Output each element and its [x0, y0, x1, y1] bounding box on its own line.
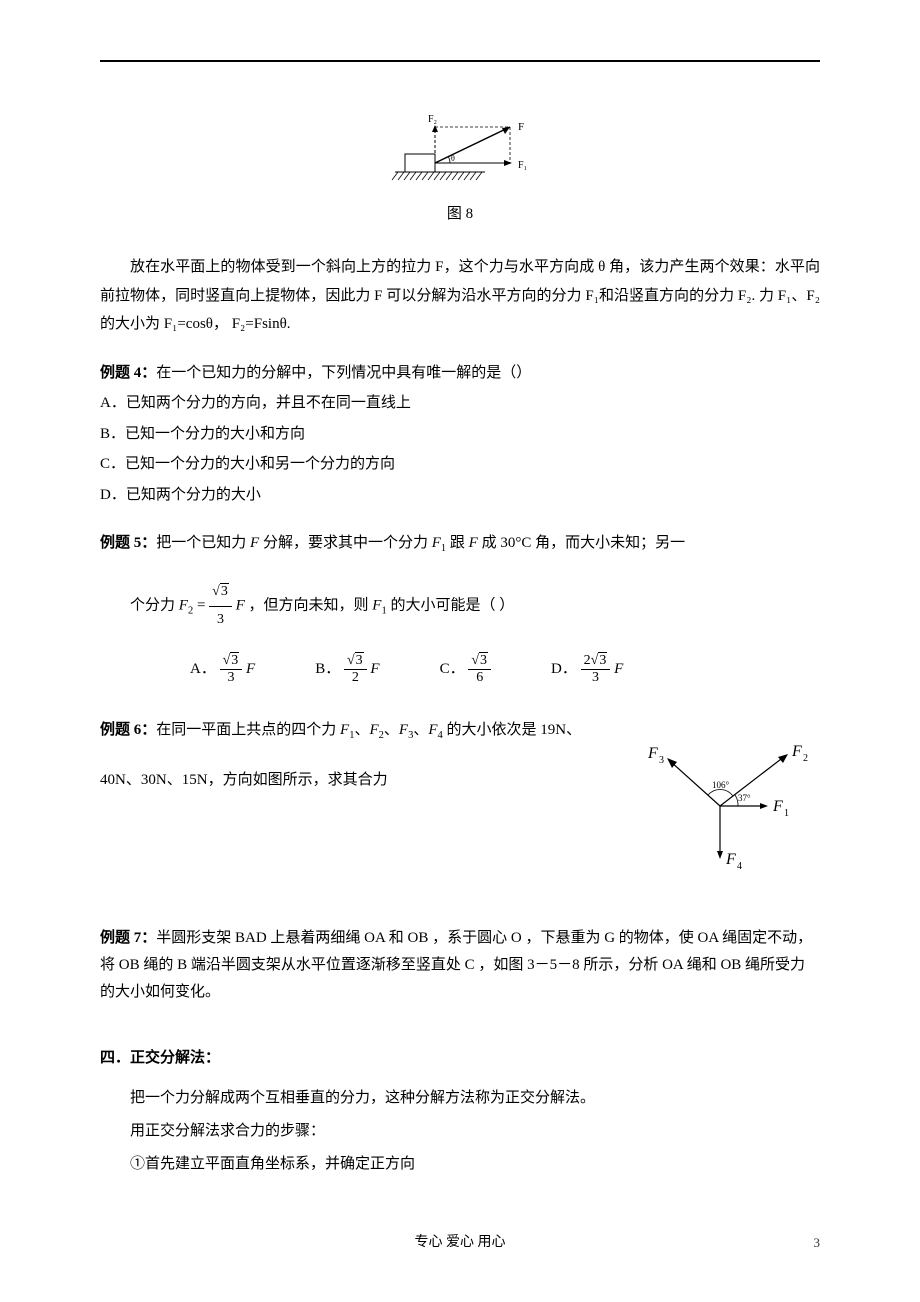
- problem-7: 例题 7：半圆形支架 BAD 上悬着两细绳 OA 和 OB ，系于圆心 O ，下…: [100, 925, 820, 1006]
- figure-8-caption: 图 8: [100, 202, 820, 223]
- fraction: 3 3: [209, 579, 232, 633]
- answer-b: B． 32 F: [315, 653, 379, 686]
- option-d: D．已知两个分力的大小: [100, 481, 820, 510]
- answer-d: D． 233 F: [551, 653, 623, 686]
- document-page: F F₂ F₁ θ 图 8 放在水平面上的物体受到一个斜向上方的拉力 F，这个力…: [0, 0, 920, 1291]
- option-a: A．已知两个分力的方向，并且不在同一直线上: [100, 389, 820, 418]
- problem-6-label: 例题 6：: [100, 722, 156, 738]
- option-b: B．已知一个分力的大小和方向: [100, 420, 820, 449]
- problem-5: 例题 5：把一个已知力 F 分解，要求其中一个分力 F1 跟 F 成 30°C …: [100, 529, 820, 559]
- label-F2: F₂: [428, 114, 437, 125]
- section-4-p3: ①首先建立平面直角坐标系，并确定正方向: [100, 1148, 820, 1181]
- svg-text:3: 3: [659, 755, 664, 766]
- problem-4-options: A．已知两个分力的方向，并且不在同一直线上 B．已知一个分力的大小和方向 C．已…: [100, 389, 820, 509]
- top-rule: [100, 60, 820, 62]
- label-F: F: [518, 121, 524, 133]
- problem-4-text: 在一个已知力的分解中，下列情况中具有唯一解的是（）: [156, 365, 531, 381]
- svg-text:F: F: [791, 743, 802, 760]
- problem-5-label: 例题 5：: [100, 535, 156, 551]
- problem-4: 例题 4：在一个已知力的分解中，下列情况中具有唯一解的是（）: [100, 359, 820, 388]
- svg-text:106°: 106°: [712, 780, 730, 790]
- problem-5-line2: 个分力 F2 = 3 3 F ，但方向未知，则 F1 的大小可能是（ ）: [100, 579, 820, 633]
- intro-paragraph: 放在水平面上的物体受到一个斜向上方的拉力 F，这个力与水平方向成 θ 角，该力产…: [100, 253, 820, 339]
- figure-8: F F₂ F₁ θ: [100, 112, 820, 192]
- svg-text:F: F: [772, 798, 783, 815]
- figure-8-svg: F F₂ F₁ θ: [370, 112, 550, 192]
- page-footer: 专心 爱心 用心 3: [100, 1231, 820, 1251]
- answer-c: C． 36: [440, 653, 491, 686]
- footer-text: 专心 爱心 用心: [415, 1235, 506, 1250]
- answer-a: A． 33 F: [190, 653, 255, 686]
- problem-4-label: 例题 4：: [100, 365, 156, 381]
- svg-text:37°: 37°: [738, 793, 751, 803]
- section-4-title: 四．正交分解法：: [100, 1046, 820, 1067]
- svg-text:F: F: [725, 851, 736, 868]
- section-4-p1: 把一个力分解成两个互相垂直的分力，这种分解方法称为正交分解法。: [100, 1082, 820, 1115]
- svg-text:F: F: [647, 745, 658, 762]
- problem-7-text: 半圆形支架 BAD 上悬着两细绳 OA 和 OB ，系于圆心 O ，下悬重为 G…: [100, 930, 812, 1000]
- problem-6-diagram: F 1 F 2 F 3 F 4 106° 37°: [620, 736, 820, 876]
- label-F1: F₁: [518, 160, 527, 171]
- svg-text:2: 2: [803, 753, 808, 764]
- svg-text:4: 4: [737, 861, 742, 872]
- page-number: 3: [814, 1235, 821, 1251]
- label-theta: θ: [451, 154, 455, 163]
- svg-text:1: 1: [784, 808, 789, 819]
- option-c: C．已知一个分力的大小和另一个分力的方向: [100, 450, 820, 479]
- section-4-p2: 用正交分解法求合力的步骤：: [100, 1115, 820, 1148]
- problem-7-label: 例题 7：: [100, 930, 156, 946]
- problem-5-answers: A． 33 F B． 32 F C． 36 D． 233 F: [100, 653, 820, 686]
- problem-6-container: 例题 6：在同一平面上共点的四个力 F1、F2、F3、F4 的大小依次是 19N…: [100, 716, 820, 904]
